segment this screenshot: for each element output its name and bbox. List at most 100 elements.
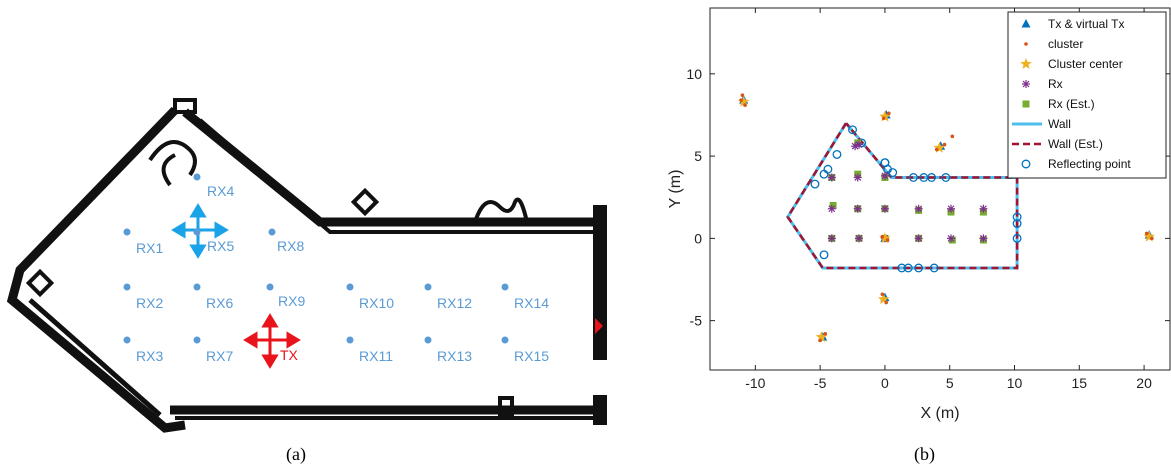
rx-dot-rx15: [501, 336, 509, 344]
rx-label-rx13: RX13: [437, 348, 472, 364]
pillar-south: [498, 396, 514, 416]
rx-point: [914, 234, 923, 243]
rx-point: [855, 140, 864, 149]
x-tick-label: -5: [814, 375, 827, 391]
cluster-point: [887, 111, 891, 116]
tx-label: TX: [280, 347, 299, 363]
door-arc-3: [473, 197, 529, 223]
rx-label-rx2: RX2: [136, 295, 163, 311]
reflecting-point: [819, 169, 829, 179]
rx-label-rx11: RX11: [359, 348, 393, 364]
legend-label: Cluster center: [1048, 57, 1123, 71]
reflecting-point: [897, 263, 907, 273]
legend-swatch-dot: [1024, 42, 1028, 46]
reflecting-point: [903, 263, 913, 273]
x-tick-label: 10: [1007, 375, 1023, 391]
red-marker: [595, 318, 603, 334]
reflecting-point: [832, 149, 842, 159]
rx-dot-rx8: [268, 228, 276, 236]
x-tick-label: 5: [946, 375, 954, 391]
x-tick-label: 0: [881, 375, 889, 391]
x-tick-label: -10: [745, 375, 765, 391]
rx-point: [855, 234, 864, 243]
legend-label: Reflecting point: [1048, 157, 1131, 171]
cluster-point: [881, 116, 886, 121]
cluster-point: [880, 292, 885, 297]
rx-point: [827, 173, 836, 182]
rx-point: [827, 234, 836, 243]
cluster-point: [743, 103, 747, 107]
y-tick-label: 5: [694, 148, 702, 164]
reflecting-point: [819, 250, 829, 260]
north-inner-wall: [198, 118, 605, 234]
rx-dot-rx6: [193, 283, 201, 291]
floorplan-walls: [6, 106, 607, 433]
rx-direction-arrow: [171, 203, 229, 259]
caption-b: (b): [914, 444, 935, 464]
west-wall: [6, 106, 186, 433]
legend-swatch-square: [1022, 100, 1030, 108]
rx-label-rx8: RX8: [277, 238, 304, 254]
north-wall: [182, 108, 605, 227]
rx-label-rx15: RX15: [514, 348, 549, 364]
reflecting-point: [1012, 212, 1022, 222]
reflecting-point: [880, 158, 890, 168]
rx-label-rx1: RX1: [136, 240, 163, 256]
legend-swatch-asterisk: [1022, 80, 1030, 88]
cluster-point: [880, 234, 885, 239]
legend-box: [1007, 11, 1167, 179]
x-tick-label: 20: [1136, 375, 1152, 391]
cluster-point: [934, 147, 939, 152]
y-axis-label: Y (m): [667, 170, 684, 209]
rx-point: [880, 204, 889, 213]
rx-dot-rx4: [193, 173, 201, 181]
rx-point: [947, 234, 956, 243]
rx-label-rx3: RX3: [136, 348, 163, 364]
cluster-center-point: [1143, 230, 1155, 242]
rx-label-rx6: RX6: [206, 295, 233, 311]
floorplan-details: [25, 98, 603, 416]
scatter-chart: -10 -5 0 5 10 15 20 -5 0 5 10 X (m) Y (m) Tx & vir…: [667, 7, 1171, 422]
x-axis-label: X (m): [920, 405, 959, 422]
cluster-point: [884, 300, 889, 305]
rx-dot-rx2: [123, 283, 131, 291]
cluster-center-point: [933, 141, 946, 153]
rx-point: [853, 204, 862, 213]
legend: Tx & virtual Tx cluster Cluster center Rx Rx…: [1007, 11, 1167, 179]
rx-label-rx14: RX14: [514, 295, 549, 311]
rx-point: [853, 173, 862, 182]
door-arc-2: [161, 153, 176, 187]
wall-lines: [785, 122, 1019, 270]
y-tick-label: -5: [690, 313, 703, 329]
reflecting-point: [1012, 233, 1022, 243]
reflecting-point: [810, 179, 820, 189]
rx-point: [979, 234, 988, 243]
rx-point: [979, 204, 988, 213]
rx-dot-rx10: [346, 283, 354, 291]
rx-point: [827, 204, 836, 213]
rx-dot-rx5: [193, 228, 201, 236]
legend-swatch-circle: [1021, 159, 1031, 169]
legend-label: Tx & virtual Tx: [1048, 17, 1124, 31]
reflecting-point: [927, 173, 937, 182]
y-tick-label: 0: [694, 230, 702, 246]
cluster-point: [942, 142, 947, 147]
x-tick-label: 15: [1072, 375, 1088, 391]
rx-dot-rx1: [123, 228, 131, 236]
rx-dot-rx12: [424, 283, 432, 291]
rx-label-rx5: RX5: [207, 238, 234, 254]
rx-dot-rx14: [501, 283, 509, 291]
legend-label: Wall (Est.): [1048, 137, 1103, 151]
rx-label-rx12: RX12: [437, 295, 472, 311]
legend-swatch-star: [1020, 58, 1032, 69]
rx-label-rx10: RX10: [359, 295, 394, 311]
tx-direction-arrow: [243, 313, 301, 369]
rx-label-rx4: RX4: [207, 183, 234, 199]
cluster-point: [818, 338, 822, 343]
rx-point: [947, 204, 956, 213]
cluster-center-point: [815, 331, 828, 342]
reflecting-point: [888, 168, 898, 177]
rx-markers: RX1 RX4 RX5 RX8 RX2 RX6 RX9 RX10 RX12 RX14 RX3 RX7 R…: [123, 173, 549, 364]
cluster-point: [739, 98, 743, 102]
axis-ticks: -10 -5 0 5 10 15 20 -5 0 5 10: [686, 8, 1170, 391]
